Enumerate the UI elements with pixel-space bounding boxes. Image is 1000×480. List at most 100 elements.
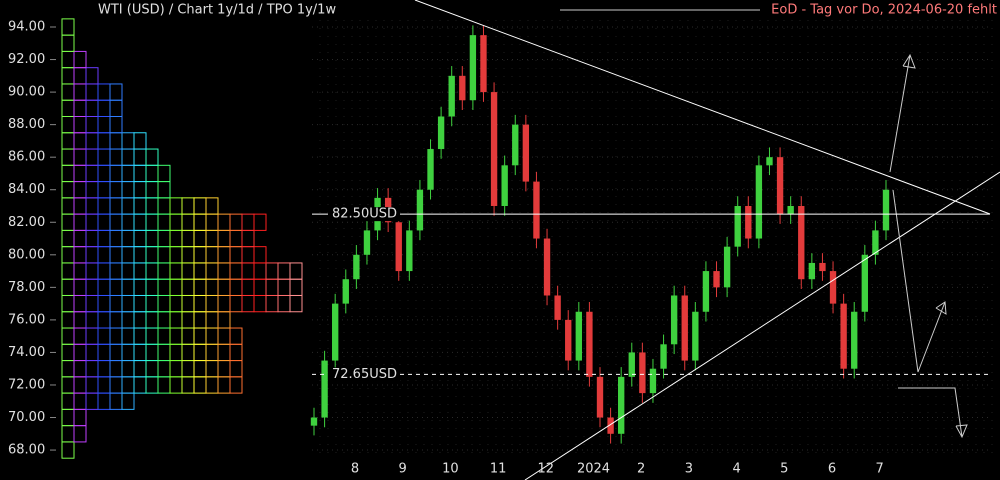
candle-body: [522, 124, 530, 182]
candle-body: [755, 165, 763, 239]
support-line: [524, 171, 1000, 480]
tpo-cell: [145, 148, 159, 166]
tpo-cell: [61, 18, 75, 36]
arrow-up: [889, 53, 916, 173]
y-tick-label: 86.00: [8, 150, 45, 165]
level-label: 72.65USD: [332, 367, 397, 382]
candle-body: [851, 311, 858, 369]
candle-body: [713, 271, 720, 288]
candle-body: [692, 311, 699, 361]
resistance-line: [414, 0, 991, 215]
y-tick-label: 94.00: [8, 20, 45, 35]
x-tick-label: 11: [490, 462, 507, 477]
candle-body: [607, 417, 614, 434]
candle-body: [416, 189, 424, 231]
level-label-bg: [328, 207, 400, 222]
x-tick-label: 9: [399, 462, 407, 477]
candle-body: [353, 254, 360, 280]
candles: [310, 25, 890, 444]
y-tick-label: 82.00: [8, 215, 45, 230]
y-tick-label: 92.00: [8, 52, 45, 67]
candle-body: [670, 295, 678, 345]
candle-body: [395, 222, 402, 272]
candle-body: [565, 319, 572, 361]
candle-body: [829, 271, 837, 304]
candle-body: [575, 311, 582, 361]
candle-body: [776, 157, 784, 215]
tpo-cell: [109, 83, 123, 101]
candle-body: [798, 205, 805, 280]
y-tick-label: 80.00: [8, 247, 45, 262]
candle-body: [808, 262, 816, 280]
x-tick-label: 4: [732, 462, 740, 477]
candle-body: [861, 254, 868, 312]
arrow-down: [898, 387, 968, 439]
candle-body: [819, 262, 826, 272]
candle-body: [882, 189, 890, 231]
trend-lines: [414, 0, 1000, 480]
tpo-cell: [253, 213, 267, 231]
candle-body: [501, 165, 508, 206]
candle-body: [480, 35, 487, 93]
candle-body: [490, 92, 498, 206]
candle-body: [512, 124, 519, 166]
tpo-cell: [157, 164, 171, 183]
candle-body: [660, 344, 667, 369]
x-tick-label: 8: [351, 462, 359, 477]
x-tick-label: 10: [442, 462, 459, 477]
candle-body: [745, 205, 752, 239]
tpo-cell: [73, 50, 87, 69]
x-tick-label: 7: [876, 462, 884, 477]
candle-body: [533, 181, 540, 239]
candle-body: [437, 116, 445, 150]
candle-body: [321, 360, 328, 418]
level-label-bg: [328, 367, 400, 382]
candle-body: [840, 303, 847, 369]
candle-body: [406, 230, 413, 272]
candle-body: [702, 271, 710, 312]
tpo-profile: [61, 18, 303, 459]
candle-body: [766, 157, 773, 166]
candle-body: [342, 279, 349, 304]
x-tick-label: 2: [637, 462, 645, 477]
candle-body: [872, 230, 879, 255]
candle-body: [448, 75, 455, 117]
x-tick-label: 2024: [577, 462, 610, 477]
candle-body: [469, 35, 477, 101]
candle-body: [543, 238, 551, 296]
tpo-cell: [229, 327, 243, 345]
candle-body: [310, 417, 318, 426]
y-tick-label: 90.00: [8, 85, 45, 100]
candle-body: [787, 205, 794, 215]
x-tick-label: 12: [538, 462, 555, 477]
candle-body: [649, 368, 657, 394]
tpo-cell: [205, 197, 219, 215]
tpo-cell: [253, 246, 267, 264]
y-tick-label: 88.00: [8, 117, 45, 132]
candle-body: [554, 295, 561, 320]
y-tick-label: 84.00: [8, 182, 45, 197]
candle-body: [459, 75, 466, 101]
tpo-cell: [133, 132, 147, 150]
levels: 82.50USD 72.65USD: [312, 207, 990, 382]
candle-body: [332, 303, 339, 361]
y-tick-label: 70.00: [8, 410, 45, 425]
level-label: 82.50USD: [332, 207, 397, 222]
candle-body: [618, 376, 625, 434]
x-tick-label: 6: [828, 462, 836, 477]
x-tick-label: 5: [780, 462, 788, 477]
candle-body: [586, 311, 593, 377]
candle-body: [427, 149, 434, 190]
candle-body: [734, 205, 741, 247]
y-tick-label: 72.00: [8, 377, 45, 392]
chart-title: WTI (USD) / Chart 1y/1d / TPO 1y/1w: [98, 3, 336, 18]
arrows: [889, 53, 968, 439]
y-tick-label: 76.00: [8, 312, 45, 327]
y-tick-label: 78.00: [8, 280, 45, 295]
arrow-down-up: [892, 189, 947, 373]
annotation: EoD - Tag vor Do, 2024-06-20 fehlt: [771, 3, 997, 18]
candle-body: [628, 352, 635, 377]
tpo-cell: [85, 67, 99, 85]
